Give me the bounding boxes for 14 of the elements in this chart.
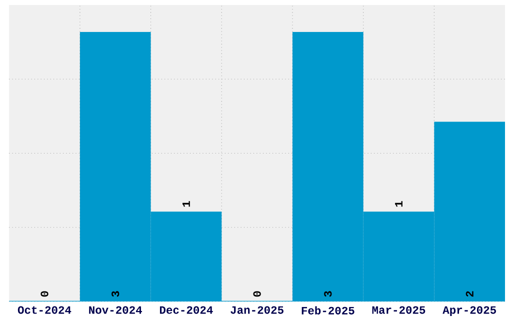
- data-label: 0: [40, 291, 48, 297]
- data-label: 0: [253, 291, 261, 297]
- data-label: 1: [182, 201, 190, 207]
- data-label: 3: [324, 290, 332, 297]
- data-label: 3: [112, 290, 120, 297]
- x-tick-label: Apr-2025: [442, 306, 496, 316]
- x-tick-label: Oct-2024: [18, 306, 72, 314]
- x-tick-label: Feb-2025: [302, 306, 354, 314]
- data-label: 1: [395, 201, 402, 207]
- data-label: 2: [466, 291, 474, 296]
- x-tick-label: Dec-2024: [160, 306, 213, 314]
- x-tick-label: Nov-2024: [89, 306, 142, 314]
- x-tick-label: Mar-2025: [372, 306, 426, 314]
- x-tick-label: Jan-2025: [230, 306, 284, 314]
